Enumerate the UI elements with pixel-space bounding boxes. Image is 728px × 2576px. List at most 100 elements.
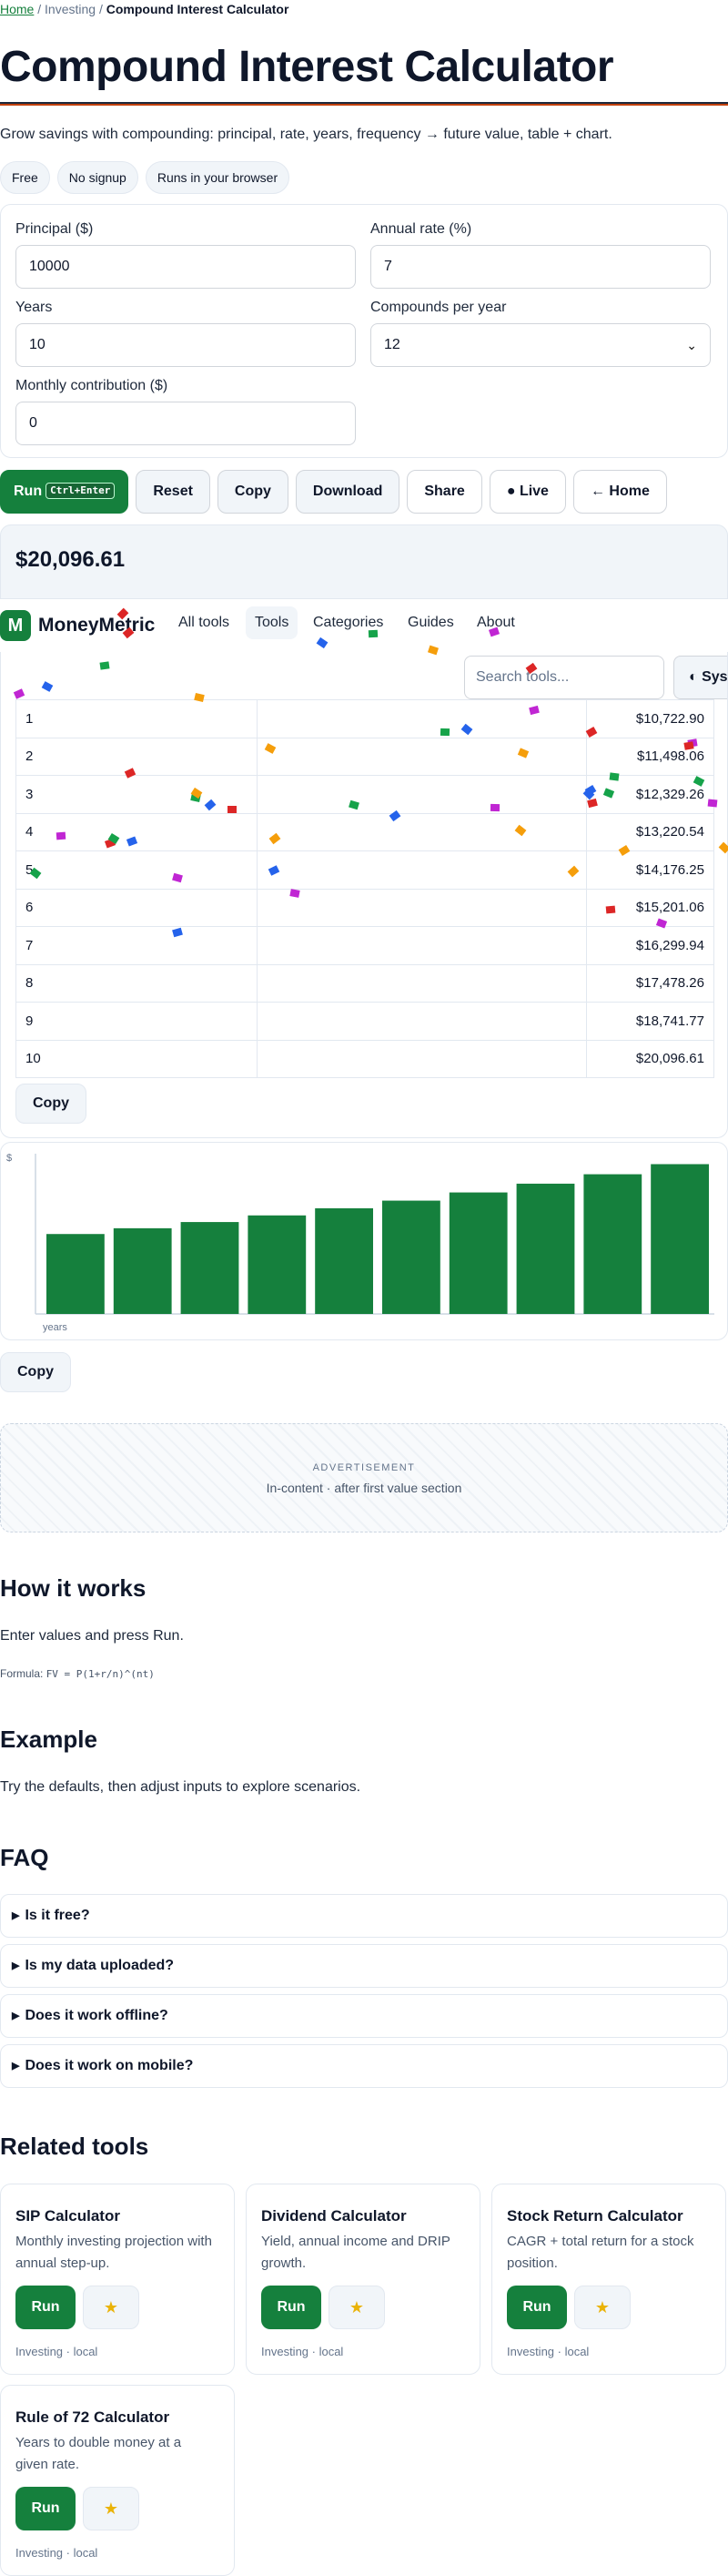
years-label: Years <box>15 300 53 315</box>
share-button[interactable]: Share <box>407 470 482 514</box>
theme-toggle[interactable]: ◐ Sys <box>673 656 728 699</box>
star-icon[interactable]: ★ <box>83 2286 139 2329</box>
balance-cell: $11,498.06 <box>586 737 714 776</box>
live-toggle[interactable]: ● Live <box>489 470 566 514</box>
card-meta: Investing · local <box>507 2345 590 2358</box>
spacer-cell <box>257 888 587 927</box>
balance-cell: $20,096.61 <box>586 1039 714 1078</box>
balance-cell: $12,329.26 <box>586 775 714 814</box>
card-meta: Investing · local <box>261 2345 344 2358</box>
related-card-dividend[interactable]: Dividend Calculator Yield, annual income… <box>246 2184 480 2375</box>
faq-item[interactable]: ▶ Does it work on mobile? <box>0 2044 728 2088</box>
spacer-cell <box>257 812 587 851</box>
card-description: Yield, annual income and DRIP growth. <box>261 2234 450 2271</box>
star-icon[interactable]: ★ <box>574 2286 631 2329</box>
card-title: Rule of 72 Calculator <box>15 2408 170 2426</box>
table-row: 6 $15,201.06 <box>15 888 714 927</box>
balance-cell: $13,220.54 <box>586 812 714 851</box>
reset-button[interactable]: Reset <box>136 470 210 514</box>
spacer-cell <box>257 850 587 890</box>
logo-text[interactable]: MoneyMetric <box>38 615 156 636</box>
card-run-button[interactable]: Run <box>15 2286 76 2329</box>
chart-bar <box>449 1192 508 1314</box>
nav-categories[interactable]: Categories <box>313 615 384 630</box>
related-card-rule-of-72[interactable]: Rule of 72 Calculator Years to double mo… <box>0 2385 235 2576</box>
monthly-field-group: Monthly contribution ($) 0 <box>15 378 356 445</box>
nav-all-tools[interactable]: All tools <box>178 615 230 630</box>
table-row: 9 $18,741.77 <box>15 1002 714 1041</box>
growth-chart-panel: $ years <box>0 1142 728 1340</box>
table-row: 2 $11,498.06 <box>15 737 714 776</box>
nav-tools[interactable]: Tools <box>246 606 298 639</box>
related-tools-heading: Related tools <box>0 2133 149 2160</box>
yearly-table: 1 $10,722.90 2 $11,498.06 3 $12,329.26 4 $13,22… <box>15 699 714 1078</box>
y-axis-label: $ <box>6 1153 12 1164</box>
card-description: CAGR + total return for a stock position… <box>507 2234 694 2271</box>
related-card-stock-return[interactable]: Stock Return Calculator CAGR + total ret… <box>491 2184 726 2375</box>
chart-copy-button[interactable]: Copy <box>0 1352 71 1392</box>
year-cell: 3 <box>15 775 258 814</box>
copy-button[interactable]: Copy <box>217 470 288 514</box>
rate-input[interactable]: 7 <box>370 245 711 289</box>
faq-item[interactable]: ▶ Is it free? <box>0 1894 728 1938</box>
card-run-button[interactable]: Run <box>261 2286 321 2329</box>
run-button[interactable]: Run Ctrl+Enter <box>0 470 129 514</box>
year-cell: 2 <box>15 737 258 776</box>
run-shortcut: Ctrl+Enter <box>46 483 116 499</box>
monthly-input[interactable]: 0 <box>15 402 356 445</box>
search-input[interactable]: Search tools... <box>464 656 664 699</box>
breadcrumb-home-link[interactable]: Home <box>0 2 35 16</box>
chart-bar <box>516 1183 575 1314</box>
balance-cell: $10,722.90 <box>586 699 714 738</box>
example-heading: Example <box>0 1726 97 1753</box>
future-value: $20,096.61 <box>15 547 126 572</box>
chart-bar <box>113 1227 172 1314</box>
spacer-cell <box>257 737 587 776</box>
growth-chart: $ years <box>6 1153 714 1333</box>
balance-cell: $14,176.25 <box>586 850 714 890</box>
faq-item[interactable]: ▶ Does it work offline? <box>0 1994 728 2038</box>
faq-item[interactable]: ▶ Is my data uploaded? <box>0 1944 728 1988</box>
disclosure-triangle-icon: ▶ <box>12 1910 20 1921</box>
balance-cell: $18,741.77 <box>586 1002 714 1041</box>
action-bar: Run Ctrl+Enter Reset Copy Download Share … <box>0 470 667 514</box>
balance-cell: $15,201.06 <box>586 888 714 927</box>
balance-cell: $16,299.94 <box>586 926 714 965</box>
rate-field-group: Annual rate (%) 7 <box>370 221 711 289</box>
site-header: M MoneyMetric All tools Tools Categories… <box>0 601 728 699</box>
rate-label: Annual rate (%) <box>370 221 472 237</box>
example-text: Try the defaults, then adjust inputs to … <box>0 1779 361 1795</box>
chip-free: Free <box>0 161 50 194</box>
download-button[interactable]: Download <box>295 470 400 514</box>
card-description: Years to double money at a given rate. <box>15 2435 182 2472</box>
chart-bar <box>583 1174 642 1314</box>
nav-guides[interactable]: Guides <box>408 615 454 630</box>
spacer-cell <box>257 926 587 965</box>
related-card-sip[interactable]: SIP Calculator Monthly investing project… <box>0 2184 235 2375</box>
card-run-button[interactable]: Run <box>507 2286 567 2329</box>
home-button[interactable]: ← Home <box>572 470 667 514</box>
spacer-cell <box>257 1002 587 1041</box>
compounds-select[interactable]: 12 ⌄ <box>370 323 711 367</box>
year-cell: 8 <box>15 963 258 1003</box>
star-icon[interactable]: ★ <box>83 2487 139 2530</box>
table-row: 1 $10,722.90 <box>15 699 714 738</box>
logo-icon[interactable]: M <box>0 610 31 641</box>
formula: Formula: FV = P(1+r/n)^(nt) <box>0 1667 155 1680</box>
star-icon[interactable]: ★ <box>329 2286 385 2329</box>
nav-about[interactable]: About <box>477 615 515 630</box>
years-input[interactable]: 10 <box>15 323 356 367</box>
card-run-button[interactable]: Run <box>15 2487 76 2530</box>
table-copy-button[interactable]: Copy <box>15 1084 86 1124</box>
chart-bar <box>315 1207 373 1314</box>
principal-input[interactable]: 10000 <box>15 245 356 289</box>
disclosure-triangle-icon: ▶ <box>12 2061 20 2072</box>
breadcrumb-current: Compound Interest Calculator <box>106 2 289 16</box>
chart-bar <box>180 1222 239 1314</box>
chart-bar <box>46 1234 105 1314</box>
card-title: Stock Return Calculator <box>507 2207 683 2225</box>
spacer-cell <box>257 775 587 814</box>
how-it-works-heading: How it works <box>0 1574 147 1602</box>
page-lead: Grow savings with compounding: principal… <box>0 127 612 142</box>
title-underline <box>0 102 728 106</box>
